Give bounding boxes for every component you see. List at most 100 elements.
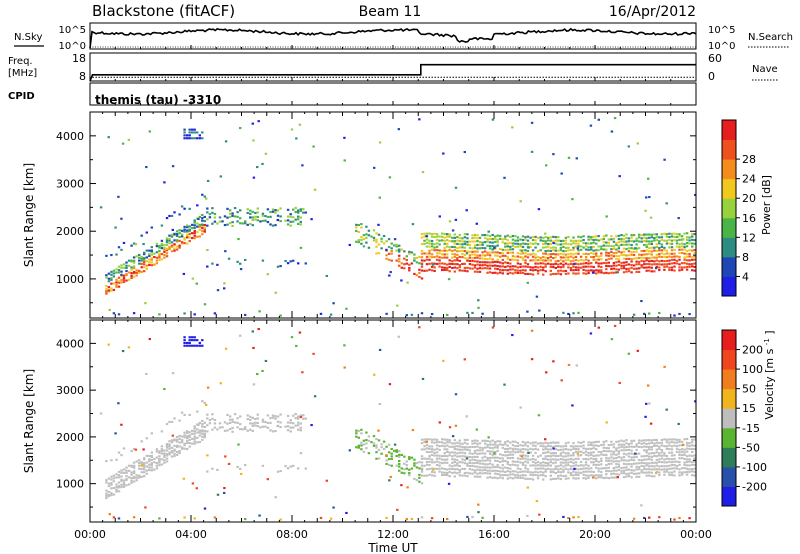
power-cell [367, 246, 371, 249]
power-cell [130, 276, 133, 279]
velocity-cell [428, 473, 431, 476]
velocity-cell [589, 332, 593, 335]
velocity-cell [367, 452, 371, 455]
power-cell [105, 254, 108, 257]
velocity-cell [529, 447, 532, 450]
velocity-cell [299, 414, 302, 417]
velocity-cell [549, 452, 552, 455]
power-cell [511, 126, 514, 129]
power-cell [663, 268, 666, 271]
power-cell [239, 268, 243, 271]
velocity-cell [120, 471, 123, 474]
power-cell [390, 250, 393, 253]
velocity-cell [170, 446, 174, 449]
power-cell [514, 265, 517, 268]
velocity-cell [203, 507, 207, 510]
velocity-cell [107, 477, 111, 480]
power-cell [456, 239, 459, 242]
velocity-cell [544, 445, 547, 448]
velocity-cell [670, 454, 674, 457]
velocity-cell [567, 441, 570, 444]
velocity-cell [673, 467, 676, 470]
power-cell [597, 249, 600, 252]
power-cell [249, 212, 252, 215]
velocity-cell [158, 461, 161, 464]
power-cell [496, 251, 499, 254]
velocity-cell [635, 465, 638, 468]
power-cell [506, 234, 509, 237]
power-cell [584, 258, 588, 261]
power-cell [158, 252, 161, 255]
power-cell [506, 245, 509, 248]
velocity-cell [226, 429, 229, 432]
velocity-cell [355, 435, 358, 438]
power-cell [620, 243, 623, 246]
velocity-cell [572, 477, 575, 480]
velocity-cell [665, 447, 669, 450]
power-cell [188, 233, 191, 236]
velocity-cell [602, 446, 605, 449]
power-cell [453, 242, 456, 245]
velocity-cell [519, 458, 522, 461]
velocity-cell [544, 470, 547, 473]
velocity-cell [274, 430, 277, 433]
power-cell [201, 224, 204, 227]
power-cell [496, 268, 499, 271]
velocity-cell [658, 452, 661, 455]
velocity-cell [105, 481, 108, 484]
power-cell [448, 235, 451, 238]
velocity-cell [289, 419, 292, 422]
velocity-cell [529, 477, 532, 480]
power-cell [640, 259, 643, 262]
velocity-cell [466, 438, 469, 441]
velocity-cell [577, 448, 580, 451]
power-cell [499, 247, 502, 250]
power-cell [658, 246, 661, 249]
velocity-cell [403, 472, 406, 475]
velocity-cell [516, 467, 520, 470]
velocity-cell [188, 344, 191, 347]
velocity-cell [496, 456, 499, 459]
power-cell [428, 268, 431, 271]
velocity-cell [572, 474, 575, 477]
velocity-cell [683, 453, 686, 456]
velocity-cell [511, 440, 515, 443]
power-cell [183, 128, 186, 131]
power-cell [511, 251, 515, 254]
power-cell [130, 274, 133, 277]
velocity-cell [310, 424, 313, 427]
velocity-cell [630, 463, 633, 466]
power-cell [251, 224, 254, 227]
velocity-cell [635, 475, 638, 478]
velocity-cell [564, 445, 568, 448]
power-cell [198, 215, 201, 218]
power-cell [297, 211, 300, 214]
power-cell [183, 131, 186, 134]
power-cell [130, 259, 133, 262]
velocity-cell [559, 474, 563, 477]
power-cell [193, 234, 196, 237]
velocity-cell [173, 454, 176, 457]
velocity-cell [673, 457, 676, 460]
power-cell [506, 258, 509, 261]
velocity-cell [360, 444, 363, 447]
velocity-colorbar-tick-label: 100 [742, 363, 763, 376]
velocity-cell [557, 449, 560, 452]
velocity-cell [254, 418, 257, 421]
power-cell [658, 236, 661, 239]
power-cell [375, 238, 378, 241]
velocity-cell [430, 438, 434, 441]
velocity-cell [514, 464, 517, 467]
velocity-cell [645, 449, 648, 452]
power-cell [670, 239, 674, 242]
velocity-cell [408, 456, 411, 459]
power-cell [266, 273, 269, 276]
velocity-cell [196, 410, 199, 413]
power-cell [132, 265, 136, 268]
velocity-cell [471, 458, 474, 461]
power-cell [425, 255, 429, 258]
power-cell [393, 238, 397, 241]
velocity-cell [552, 462, 555, 465]
power-cell [678, 258, 681, 261]
velocity-cell [372, 444, 376, 447]
